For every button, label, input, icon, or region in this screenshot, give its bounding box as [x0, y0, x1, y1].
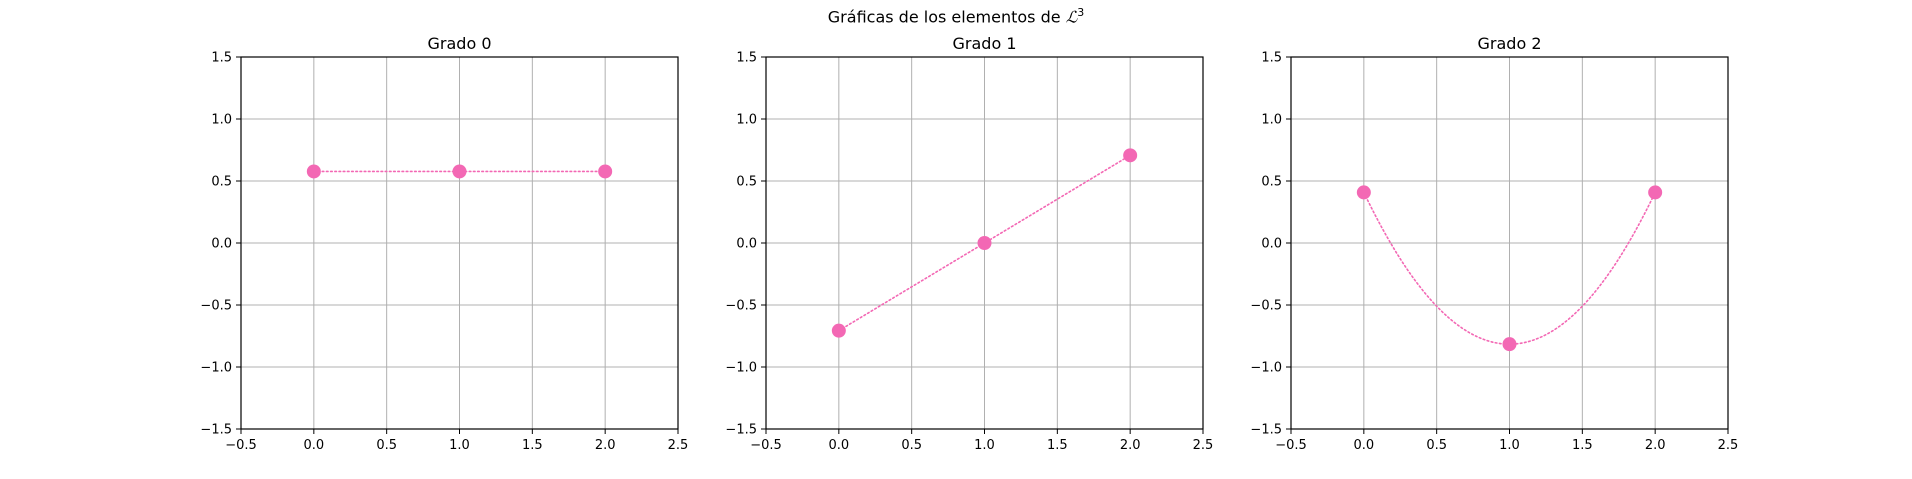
suptitle-superscript: 3	[1077, 6, 1085, 19]
x-tick-label: 0.0	[828, 438, 849, 453]
chart-panel-0: −0.5 0.0 0.5 1.0 1.5 2.0 2.5 −1.5 −1.0 −0.5 0.0 0.5…	[200, 34, 688, 453]
x-tick-label: 0.5	[376, 438, 397, 453]
x-tick-label: 1.5	[522, 438, 543, 453]
x-tick-label: 2.0	[595, 438, 616, 453]
y-tick-label: 1.5	[211, 51, 232, 66]
x-tick-label: 0.5	[901, 438, 922, 453]
chart-title: Grado 1	[953, 34, 1017, 53]
y-tick-label: 0.0	[736, 237, 757, 252]
data-point	[1123, 148, 1138, 163]
x-tick-label: 0.5	[1426, 438, 1447, 453]
y-tick-label: −1.5	[725, 423, 757, 438]
x-tick-label: 1.5	[1572, 438, 1593, 453]
x-tick-label: 1.0	[974, 438, 995, 453]
y-tick-label: −0.5	[1250, 299, 1282, 314]
data-point	[306, 164, 321, 179]
y-tick-label: −1.5	[200, 423, 232, 438]
data-point	[1648, 185, 1663, 200]
x-tick-label: −0.5	[225, 438, 257, 453]
figure-suptitle: Gráficas de los elementos de ℒ3	[0, 6, 1912, 26]
x-tick-label: 0.0	[303, 438, 324, 453]
y-tick-label: 0.5	[1261, 175, 1282, 190]
data-point	[977, 236, 992, 250]
y-tick-label: 0.5	[211, 175, 232, 190]
chart-title: Grado 0	[428, 34, 492, 53]
x-tick-label: 2.0	[1645, 438, 1666, 453]
chart-panel-1: −0.5 0.0 0.5 1.0 1.5 2.0 2.5 −1.5 −1.0 −0.5 0.0 0.5…	[725, 34, 1213, 453]
x-tick-label: 0.0	[1353, 438, 1374, 453]
data-point	[831, 323, 846, 338]
x-tick-label: 2.5	[1193, 438, 1214, 453]
y-tick-label: −0.5	[725, 299, 757, 314]
y-tick-label: −0.5	[200, 299, 232, 314]
y-tick-label: 1.0	[736, 113, 757, 128]
y-tick-label: −1.0	[200, 361, 232, 376]
data-point	[452, 164, 467, 179]
data-point	[1502, 337, 1517, 352]
x-tick-label: 2.5	[1718, 438, 1739, 453]
x-tick-label: 1.0	[449, 438, 470, 453]
chart-title: Grado 2	[1478, 34, 1542, 53]
y-tick-label: −1.0	[725, 361, 757, 376]
x-tick-label: 1.5	[1047, 438, 1068, 453]
suptitle-symbol: ℒ	[1065, 7, 1078, 27]
y-tick-label: 1.5	[736, 51, 757, 66]
y-tick-label: 1.5	[1261, 51, 1282, 66]
x-tick-label: −0.5	[1275, 438, 1307, 453]
data-point	[598, 164, 613, 179]
y-tick-label: 1.0	[1261, 113, 1282, 128]
data-point	[1356, 185, 1371, 200]
y-tick-label: −1.5	[1250, 423, 1282, 438]
y-tick-label: 0.0	[1261, 237, 1282, 252]
suptitle-text: Gráficas de los elementos de	[827, 7, 1066, 27]
y-tick-label: −1.0	[1250, 361, 1282, 376]
x-tick-label: 2.5	[668, 438, 689, 453]
y-tick-label: 1.0	[211, 113, 232, 128]
x-tick-label: 1.0	[1499, 438, 1520, 453]
x-tick-label: 2.0	[1120, 438, 1141, 453]
x-tick-label: −0.5	[750, 438, 782, 453]
chart-panel-2: −0.5 0.0 0.5 1.0 1.5 2.0 2.5 −1.5 −1.0 −0.5 0.0 0.5…	[1250, 34, 1738, 453]
y-tick-label: 0.0	[211, 237, 232, 252]
y-tick-label: 0.5	[736, 175, 757, 190]
